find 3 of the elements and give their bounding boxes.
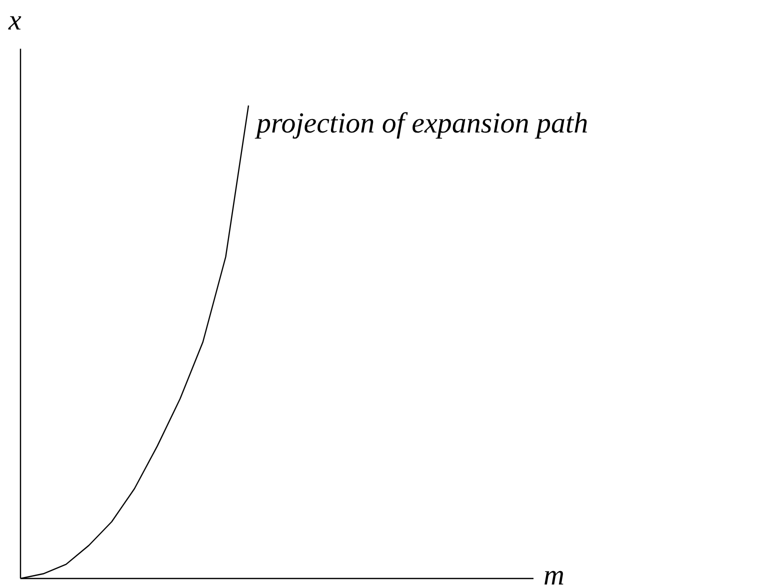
x-axis-title: m <box>544 560 564 588</box>
annotation: projection of expansion path <box>254 108 588 140</box>
y-axis-title: x <box>8 4 22 37</box>
